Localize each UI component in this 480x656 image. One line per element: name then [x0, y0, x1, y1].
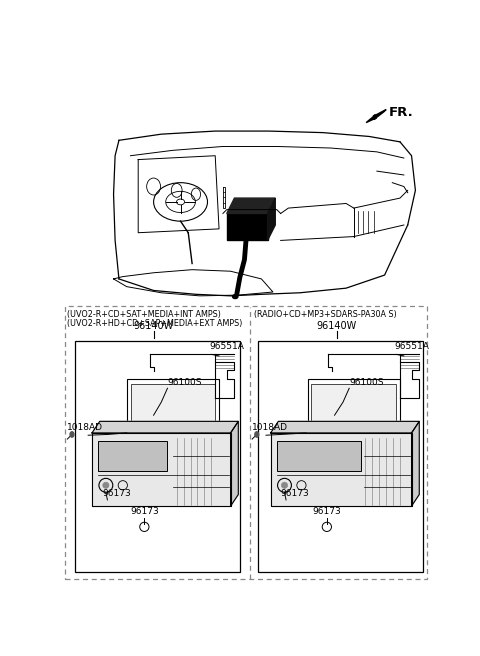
Ellipse shape [70, 432, 74, 437]
Bar [258, 340, 423, 571]
Text: 96173: 96173 [281, 489, 310, 499]
Bar [127, 379, 219, 427]
Text: 96551A: 96551A [210, 342, 245, 350]
Text: 96173: 96173 [130, 507, 159, 516]
Text: 96100S: 96100S [168, 378, 202, 387]
Bar [277, 441, 361, 472]
Text: 96551A: 96551A [395, 342, 430, 350]
Polygon shape [271, 421, 419, 433]
Text: 96173: 96173 [312, 507, 341, 516]
Bar [75, 340, 240, 571]
Polygon shape [92, 421, 238, 433]
Circle shape [281, 482, 288, 488]
Bar [131, 384, 215, 424]
Ellipse shape [232, 295, 238, 298]
Text: 1018AD: 1018AD [67, 423, 103, 432]
Polygon shape [92, 433, 230, 506]
Bar [65, 306, 427, 579]
Text: (UVO2-R+HD+CD+SAP+MEDIA+EXT AMPS): (UVO2-R+HD+CD+SAP+MEDIA+EXT AMPS) [67, 319, 243, 328]
Bar [98, 441, 168, 472]
Text: 96173: 96173 [102, 489, 131, 499]
Polygon shape [366, 110, 386, 123]
Text: FR.: FR. [389, 106, 414, 119]
Polygon shape [227, 213, 267, 240]
Polygon shape [267, 198, 275, 240]
Bar [312, 384, 396, 424]
Text: 96140W: 96140W [133, 321, 174, 331]
Text: 96100S: 96100S [349, 378, 384, 387]
Text: (UVO2-R+CD+SAT+MEDIA+INT AMPS): (UVO2-R+CD+SAT+MEDIA+INT AMPS) [67, 310, 221, 319]
Polygon shape [230, 421, 238, 506]
Ellipse shape [255, 432, 259, 437]
Text: 96140W: 96140W [317, 321, 357, 331]
Text: 1018AD: 1018AD [252, 423, 288, 432]
Bar [308, 379, 400, 427]
Circle shape [103, 482, 109, 488]
Text: (RADIO+CD+MP3+SDARS-PA30A S): (RADIO+CD+MP3+SDARS-PA30A S) [254, 310, 396, 319]
Polygon shape [411, 421, 419, 506]
Polygon shape [271, 433, 411, 506]
Polygon shape [227, 198, 275, 213]
